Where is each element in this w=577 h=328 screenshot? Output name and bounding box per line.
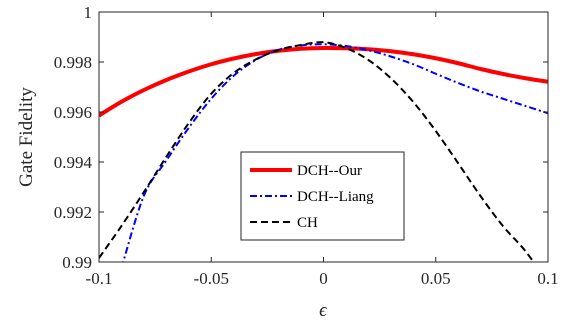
x-tick-label: 0.05 bbox=[421, 269, 451, 288]
y-tick-label: 0.998 bbox=[54, 53, 92, 72]
ticks-layer: -0.1 -0.05 0 0.05 0.1 0.99 0.992 0.994 0.996 0.99… bbox=[54, 3, 559, 288]
y-tick-label: 0.992 bbox=[54, 203, 92, 222]
series-layer bbox=[99, 41, 548, 262]
y-tick-label: 0.994 bbox=[54, 153, 93, 172]
series-line-ch bbox=[99, 41, 535, 262]
x-axis-label: ϵ bbox=[319, 300, 328, 321]
y-tick-label: 0.99 bbox=[62, 253, 92, 272]
x-tick-label: -0.1 bbox=[86, 269, 113, 288]
x-tick-label: 0 bbox=[319, 269, 328, 288]
legend-label-dch-our: DCH--Our bbox=[297, 163, 362, 179]
x-tick-label: 0.1 bbox=[537, 269, 558, 288]
series-line-dch-our bbox=[99, 45, 548, 118]
legend-label-dch-liang: DCH--Liang bbox=[297, 189, 374, 205]
legend: DCH--Our DCH--Liang CH bbox=[240, 151, 405, 241]
y-tick-label: 0.996 bbox=[54, 103, 92, 122]
x-tick-label: -0.05 bbox=[194, 269, 229, 288]
y-tick-label: 1 bbox=[84, 3, 93, 22]
legend-label-ch: CH bbox=[297, 215, 318, 231]
y-axis-label: Gate Fidelity bbox=[16, 87, 37, 187]
